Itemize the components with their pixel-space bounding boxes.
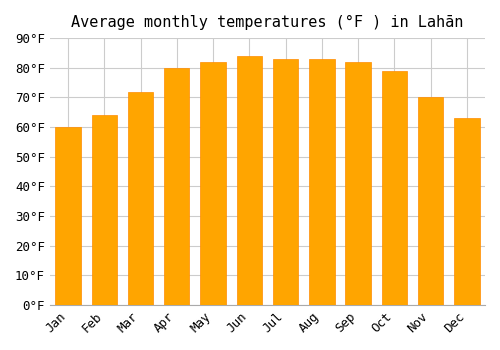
Bar	[454, 118, 479, 305]
Title: Average monthly temperatures (°F ) in Lahān: Average monthly temperatures (°F ) in La…	[71, 15, 464, 30]
Bar	[382, 71, 407, 305]
Bar	[309, 59, 334, 305]
Bar	[346, 62, 371, 305]
Bar	[92, 115, 117, 305]
Bar	[128, 91, 153, 305]
Bar	[200, 62, 226, 305]
Bar	[273, 59, 298, 305]
Bar	[418, 97, 444, 305]
Bar	[164, 68, 190, 305]
Bar	[56, 127, 80, 305]
Bar	[236, 56, 262, 305]
